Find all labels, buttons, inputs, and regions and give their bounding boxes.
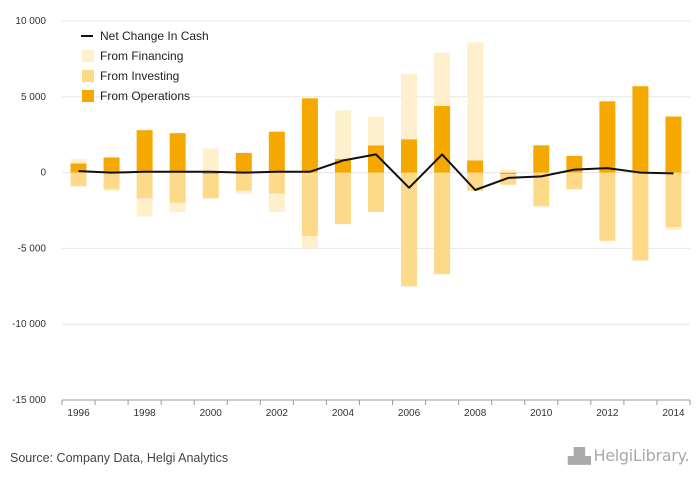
x-tick-label: 2004 bbox=[332, 408, 355, 419]
logo-text: HelgiLibrary. bbox=[593, 446, 690, 465]
bar bbox=[70, 163, 87, 173]
bar bbox=[235, 172, 252, 191]
bar bbox=[334, 172, 351, 225]
bar bbox=[235, 152, 252, 173]
y-tick-label: 0 bbox=[40, 168, 46, 179]
legend-label: From Financing bbox=[100, 49, 183, 63]
net-change-line bbox=[78, 153, 674, 191]
bar bbox=[136, 198, 153, 217]
legend-label: Net Change In Cash bbox=[100, 29, 209, 43]
y-tick-label: 5 000 bbox=[21, 92, 46, 103]
bar bbox=[235, 190, 252, 194]
x-tick-label: 1998 bbox=[134, 408, 157, 419]
bar bbox=[202, 172, 219, 175]
bar bbox=[665, 227, 682, 231]
bar bbox=[202, 148, 219, 173]
bar bbox=[500, 174, 517, 185]
bar bbox=[103, 172, 120, 190]
bar bbox=[434, 105, 451, 173]
y-tick-label: -15 000 bbox=[12, 395, 46, 406]
bar bbox=[268, 193, 285, 213]
bar bbox=[301, 236, 318, 249]
bars bbox=[70, 42, 682, 287]
bar bbox=[599, 101, 616, 173]
y-tick-label: -10 000 bbox=[12, 319, 46, 330]
bar bbox=[665, 172, 682, 228]
x-tick-label: 2010 bbox=[530, 408, 553, 419]
bar bbox=[268, 172, 285, 194]
bar bbox=[169, 172, 186, 203]
bar bbox=[500, 169, 517, 173]
bar bbox=[368, 116, 384, 146]
bar bbox=[401, 172, 418, 287]
bar bbox=[334, 110, 351, 159]
legend-swatch bbox=[82, 70, 94, 82]
legend-swatch bbox=[82, 90, 94, 102]
bar bbox=[202, 174, 219, 199]
bar bbox=[665, 116, 682, 173]
x-tick-label: 2006 bbox=[398, 408, 421, 419]
bar bbox=[103, 157, 120, 173]
cash-flow-chart: 10 000 5 000 0 -5 000 -10 000 -15 000 1996 1998… bbox=[12, 16, 691, 419]
bar bbox=[599, 172, 616, 241]
bar bbox=[500, 172, 517, 175]
bar bbox=[268, 131, 285, 173]
legend-label: From Investing bbox=[100, 69, 179, 83]
bar bbox=[401, 139, 418, 173]
legend-swatch bbox=[82, 50, 94, 62]
legend: Net Change In Cash From Financing From Inv… bbox=[81, 29, 209, 103]
net-change-polyline bbox=[78, 153, 674, 191]
bar bbox=[136, 172, 153, 199]
bar bbox=[434, 172, 451, 275]
bar bbox=[136, 130, 153, 173]
bar bbox=[103, 189, 120, 191]
bar bbox=[70, 158, 87, 164]
legend-label: From Operations bbox=[100, 89, 190, 103]
bar bbox=[368, 172, 384, 213]
bar bbox=[70, 172, 87, 187]
bar bbox=[301, 98, 318, 173]
bar bbox=[169, 202, 186, 213]
x-tick-label: 2012 bbox=[596, 408, 619, 419]
axes: 10 000 5 000 0 -5 000 -10 000 -15 000 1996 1998… bbox=[12, 16, 691, 419]
x-tick-label: 2002 bbox=[266, 408, 289, 419]
x-tick-label: 2008 bbox=[464, 408, 487, 419]
bar bbox=[401, 74, 418, 140]
bar bbox=[169, 133, 186, 173]
building-icon: ▟▙ bbox=[568, 447, 591, 465]
bar bbox=[301, 172, 318, 237]
bar bbox=[566, 172, 583, 190]
y-tick-label: 10 000 bbox=[15, 16, 46, 27]
bar bbox=[533, 172, 550, 206]
bar bbox=[632, 86, 649, 173]
bar bbox=[632, 172, 649, 261]
bar bbox=[434, 52, 451, 106]
helgi-library-logo: ▟▙ HelgiLibrary. bbox=[568, 446, 690, 465]
bar bbox=[533, 145, 550, 173]
bar bbox=[533, 205, 550, 208]
x-tick-label: 2014 bbox=[662, 408, 685, 419]
bar bbox=[467, 160, 484, 173]
y-tick-label: -5 000 bbox=[18, 243, 47, 254]
bar bbox=[467, 42, 484, 161]
x-tick-label: 2000 bbox=[200, 408, 223, 419]
source-note: Source: Company Data, Helgi Analytics bbox=[10, 451, 229, 465]
bar bbox=[368, 145, 384, 173]
x-tick-label: 1996 bbox=[67, 408, 90, 419]
